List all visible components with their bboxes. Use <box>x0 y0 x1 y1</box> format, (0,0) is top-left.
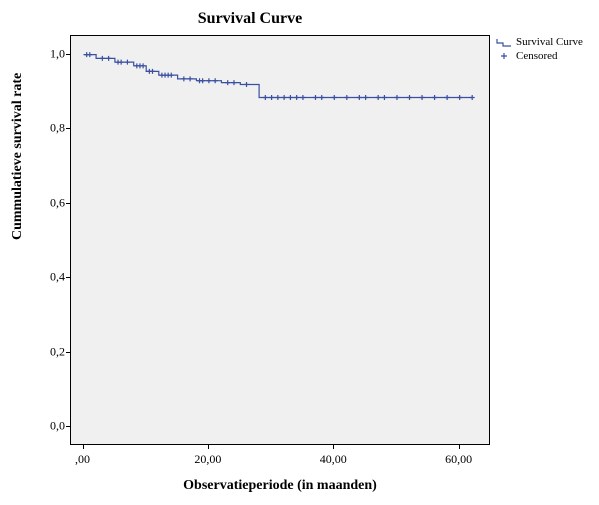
censor-marker <box>213 78 218 83</box>
legend-item-censored: Censored <box>496 49 583 63</box>
legend-line-icon <box>496 37 512 47</box>
censor-marker <box>407 95 412 100</box>
censor-marker <box>282 95 287 100</box>
censor-marker <box>269 95 274 100</box>
censor-marker <box>200 78 205 83</box>
y-tick-label: 0,2 <box>50 344 65 359</box>
y-tick <box>66 128 70 129</box>
censor-marker <box>244 82 249 87</box>
censor-marker <box>294 95 299 100</box>
censor-marker <box>344 95 349 100</box>
censor-marker <box>470 95 475 100</box>
x-tick <box>208 445 209 449</box>
censor-marker <box>288 95 293 100</box>
censor-marker <box>141 63 146 68</box>
censor-marker <box>457 95 462 100</box>
legend-plus-icon <box>496 51 512 61</box>
censor-marker <box>313 95 318 100</box>
censor-marker <box>332 95 337 100</box>
censor-marker <box>206 78 211 83</box>
censor-marker <box>300 95 305 100</box>
legend: Survival Curve Censored <box>496 35 583 63</box>
censor-marker <box>225 80 230 85</box>
plot-area <box>70 35 490 445</box>
censor-marker <box>382 95 387 100</box>
censor-marker <box>263 95 268 100</box>
x-tick <box>333 445 334 449</box>
legend-item-line: Survival Curve <box>496 35 583 49</box>
x-tick-label: 20,00 <box>194 452 221 467</box>
x-axis-label: Observatieperiode (in maanden) <box>70 478 490 494</box>
y-tick-label: 0,4 <box>50 270 65 285</box>
censor-marker <box>125 60 130 65</box>
censor-marker <box>100 56 105 61</box>
x-tick <box>83 445 84 449</box>
censor-marker <box>275 95 280 100</box>
survival-step-line <box>84 55 473 98</box>
y-tick-label: 0,8 <box>50 121 65 136</box>
chart-title: Survival Curve <box>0 10 500 28</box>
censor-marker <box>87 52 92 57</box>
plot-svg <box>71 36 491 446</box>
y-tick-label: 0,6 <box>50 195 65 210</box>
censor-marker <box>420 95 425 100</box>
legend-label: Censored <box>516 50 558 62</box>
censor-marker <box>445 95 450 100</box>
y-tick <box>66 426 70 427</box>
x-tick-label: 60,00 <box>445 452 472 467</box>
legend-label: Survival Curve <box>516 36 583 48</box>
censor-marker <box>376 95 381 100</box>
x-tick <box>459 445 460 449</box>
censor-marker <box>363 95 368 100</box>
censor-marker <box>119 60 124 65</box>
x-tick-label: ,00 <box>75 452 90 467</box>
y-tick-label: 1,0 <box>50 46 65 61</box>
y-tick <box>66 54 70 55</box>
censor-marker <box>357 95 362 100</box>
y-tick-label: 0,0 <box>50 419 65 434</box>
y-tick <box>66 277 70 278</box>
censor-marker <box>150 69 155 74</box>
censor-marker <box>188 76 193 81</box>
x-tick-label: 40,00 <box>320 452 347 467</box>
censor-marker <box>181 76 186 81</box>
y-tick <box>66 352 70 353</box>
censor-marker <box>432 95 437 100</box>
survival-chart: Survival Curve Cummulatieve survival rat… <box>0 0 599 505</box>
censor-marker <box>319 95 324 100</box>
censor-marker <box>231 80 236 85</box>
y-tick <box>66 203 70 204</box>
y-axis-label: Cummulatieve survival rate <box>10 73 26 240</box>
censor-marker <box>106 56 111 61</box>
censor-marker <box>394 95 399 100</box>
censor-marker <box>169 73 174 78</box>
